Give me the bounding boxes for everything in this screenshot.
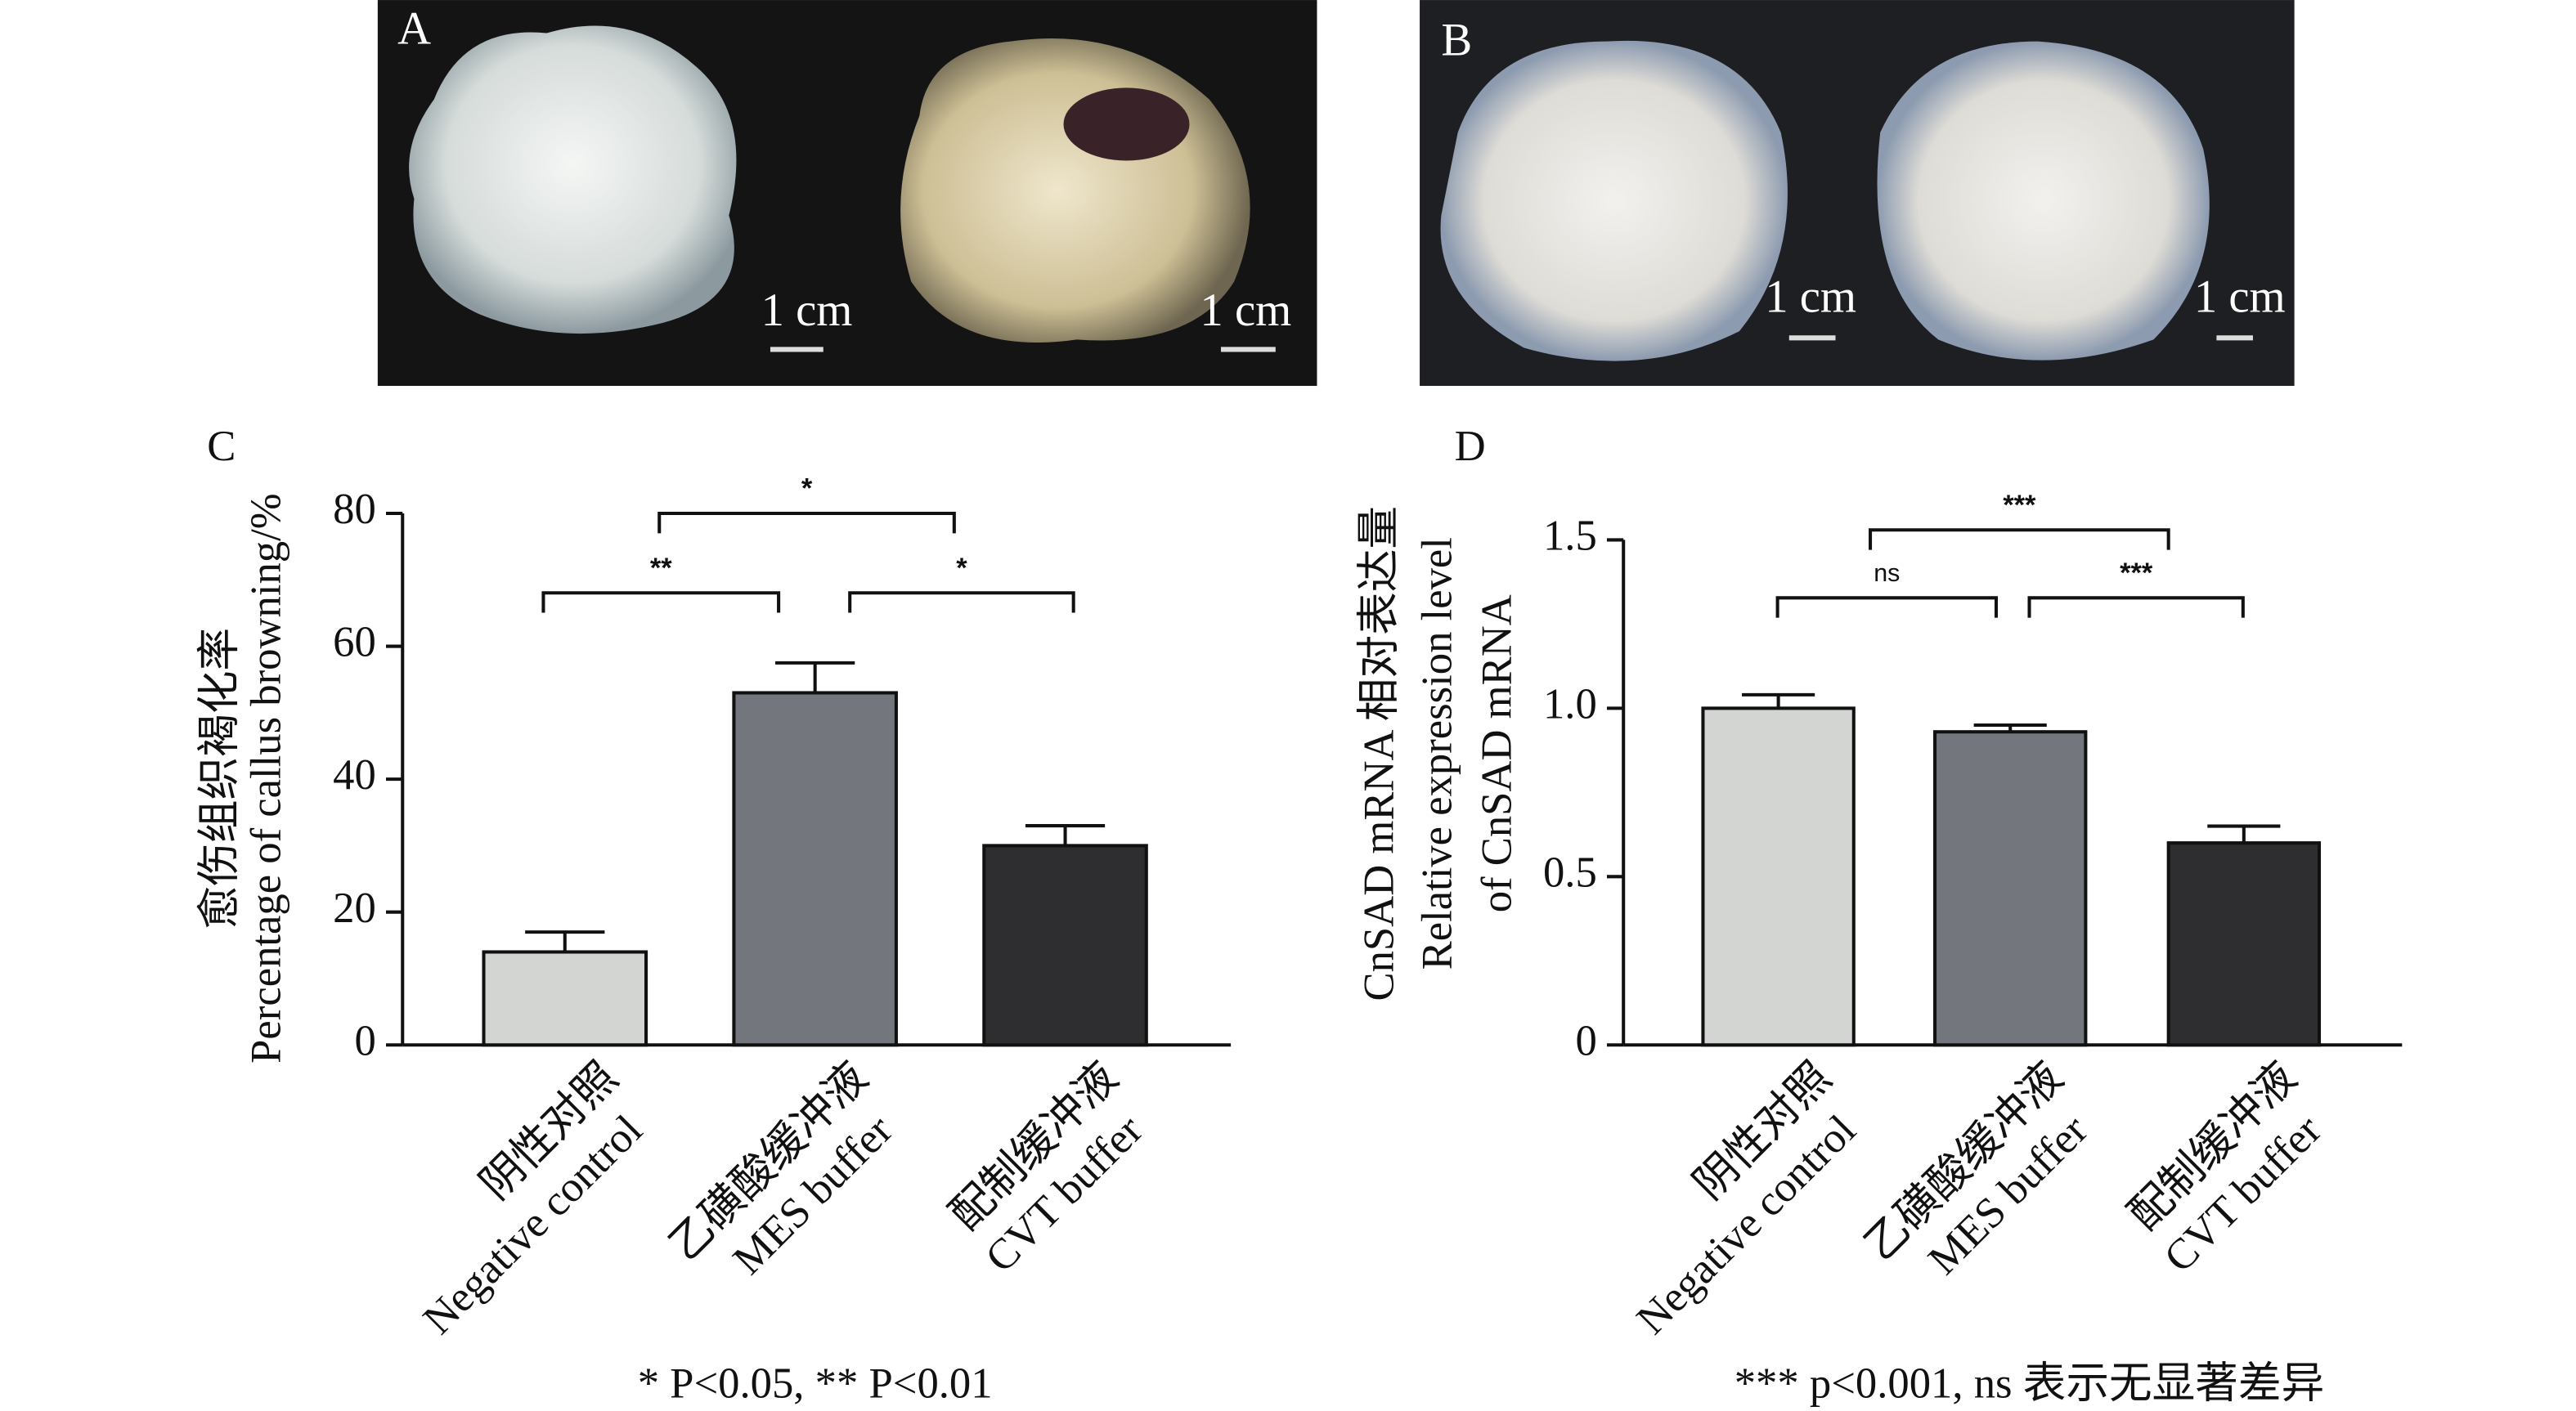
significance-label: * — [801, 473, 813, 504]
y-tick-label: 20 — [333, 885, 376, 932]
y-tick-label: 60 — [333, 619, 376, 666]
scale-label: 1 cm — [1765, 271, 1856, 323]
scale-label: 1 cm — [761, 284, 853, 336]
callus — [1440, 40, 1788, 361]
error-bar — [1973, 723, 2047, 732]
significance-bracket — [1869, 528, 2170, 550]
significance-label: ns — [1874, 559, 1900, 587]
y-axis-label: Percentage of callus browning/% — [242, 493, 289, 1063]
y-tick-label: 0.5 — [1543, 849, 1597, 896]
callus — [1877, 41, 2210, 361]
bar — [2166, 841, 2322, 1047]
bar — [732, 691, 898, 1047]
callus — [409, 25, 737, 334]
scale-label: 1 cm — [1200, 284, 1291, 336]
significance-bracket — [2027, 596, 2245, 618]
panel-label: C — [207, 423, 236, 470]
bar — [982, 844, 1148, 1047]
significance-label: *** — [2120, 558, 2153, 589]
significance-bracket — [657, 511, 956, 534]
bar — [1933, 730, 2088, 1047]
footnote: * P<0.05, ** P<0.01 — [638, 1360, 993, 1408]
y-axis-label: 愈伤组织褐化率 — [196, 628, 244, 929]
bar — [1701, 706, 1856, 1047]
error-bar — [1742, 692, 1815, 709]
panel-label: A — [397, 3, 431, 55]
panel-label: B — [1441, 15, 1472, 66]
error-bar — [775, 661, 855, 693]
significance-label: *** — [2003, 490, 2036, 521]
error-bar — [2207, 824, 2281, 844]
significance-bracket — [1775, 596, 1999, 618]
bar — [482, 950, 648, 1047]
error-bar — [525, 930, 605, 952]
significance-label: ** — [650, 553, 672, 584]
y-axis-label: of CnSAD mRNA — [1473, 594, 1520, 912]
significance-label: * — [956, 553, 967, 584]
footnote: *** p<0.001, ns 表示无显著差异 — [1735, 1360, 2325, 1408]
y-axis-label: Relative expression level — [1413, 537, 1461, 970]
y-axis-label: CnSAD mRNA 相对表达量 — [1356, 506, 1403, 1001]
y-tick-label: 0 — [355, 1017, 376, 1064]
significance-bracket — [848, 591, 1075, 613]
y-tick-label: 0 — [1575, 1017, 1596, 1064]
y-tick-label: 40 — [333, 751, 376, 799]
y-tick-label: 1.0 — [1543, 680, 1597, 728]
panel-label: D — [1455, 423, 1486, 470]
scale-label: 1 cm — [2194, 271, 2286, 323]
error-bar — [1025, 824, 1106, 846]
significance-bracket — [541, 591, 781, 613]
scale-bars — [770, 335, 2253, 352]
y-tick-label: 1.5 — [1543, 513, 1597, 560]
browning — [1063, 87, 1190, 161]
y-tick-label: 80 — [333, 486, 376, 533]
